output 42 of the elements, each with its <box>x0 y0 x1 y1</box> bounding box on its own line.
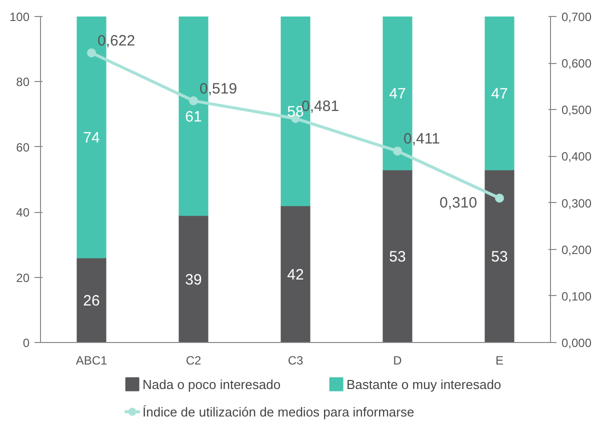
data-label: 47 <box>389 86 406 103</box>
legend-label: Nada o poco interesado <box>142 376 281 392</box>
y2-tick-label: 0,700 <box>562 10 592 24</box>
y2-tick-label: 0,000 <box>562 336 592 350</box>
data-label: 42 <box>287 266 304 284</box>
y-tick-label: 80 <box>16 75 30 90</box>
y2-tick-label: 0,100 <box>562 289 592 304</box>
y-tick-label: 100 <box>9 10 30 24</box>
data-label: 74 <box>83 130 100 147</box>
y-tick-label: 40 <box>16 206 30 220</box>
y2-tick-label: 0,600 <box>562 56 592 71</box>
y-tick-label: 20 <box>16 270 30 285</box>
legend-label: Índice de utilización de medios para informarse <box>142 404 414 420</box>
bar <box>280 205 310 342</box>
data-label: 61 <box>185 108 202 126</box>
data-label: 53 <box>389 248 406 266</box>
y-tick-label: 60 <box>16 140 30 154</box>
data-label: 47 <box>491 86 508 103</box>
x-tick-label: E <box>496 354 504 368</box>
data-label: 39 <box>185 271 202 288</box>
y2-tick-label: 0,500 <box>562 103 592 118</box>
bar <box>178 214 208 342</box>
legend-label: Bastante o muy interesado <box>346 376 502 392</box>
y2-tick-label: 0,200 <box>562 242 592 257</box>
x-tick-label: ABC1 <box>76 354 108 368</box>
bar <box>484 169 514 342</box>
y-tick-label: 0 <box>22 336 30 350</box>
x-tick-label: C2 <box>186 354 202 368</box>
bar <box>76 257 106 342</box>
y2-tick-label: 0,300 <box>562 196 592 210</box>
point <box>189 96 198 106</box>
bar <box>382 169 412 342</box>
point <box>495 194 504 203</box>
x-tick-label: D <box>393 354 402 368</box>
point <box>87 48 96 58</box>
data-label: 53 <box>491 248 508 266</box>
point <box>393 146 402 156</box>
bar <box>484 16 514 170</box>
y2-tick-label: 0,400 <box>562 150 592 164</box>
data-label: 26 <box>83 292 100 310</box>
data-label: 0,310 <box>440 194 478 212</box>
x-tick-label: C3 <box>288 354 304 368</box>
